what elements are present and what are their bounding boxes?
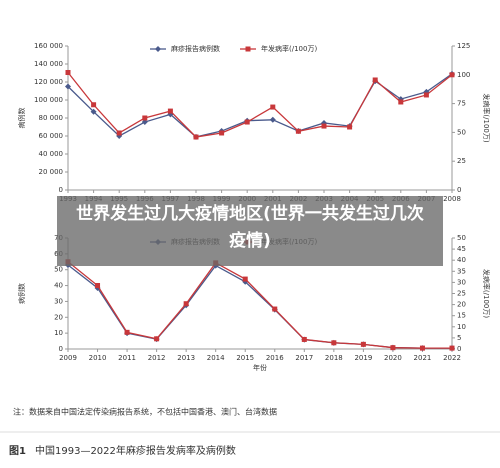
x-tick-label: 2017	[295, 354, 313, 362]
y-tick-label: 0	[59, 345, 63, 353]
y2-tick-label: 20	[457, 301, 466, 309]
data-point	[295, 128, 301, 134]
x-tick-label: 2011	[118, 354, 136, 362]
x-tick-label: 2008	[443, 195, 461, 203]
legend-marker	[155, 46, 161, 52]
data-point	[154, 336, 160, 342]
y2-tick-label: 25	[457, 157, 466, 165]
y-tick-label: 120 000	[34, 78, 63, 86]
y2-tick-label: 45	[457, 245, 466, 253]
data-point	[193, 134, 199, 140]
x-tick-label: 2009	[59, 354, 77, 362]
banner-title: 世界发生过几大疫情地区(世界一共发生过几次疫情)	[76, 204, 424, 251]
y2-axis-label: 发病率(/100万)	[482, 269, 491, 318]
data-point	[95, 283, 101, 289]
series-line	[67, 264, 452, 349]
data-point	[372, 77, 378, 83]
y2-tick-label: 5	[457, 334, 461, 342]
data-point	[331, 340, 337, 346]
data-point	[321, 123, 327, 129]
note: 注：数据来自中国法定传染病报告系统，不包括中国香港、澳门、台湾数据	[13, 407, 277, 417]
data-point	[242, 276, 248, 282]
y2-tick-label: 100	[457, 71, 470, 79]
legend-label: 年发病率(/100万)	[261, 44, 317, 53]
y-tick-label: 30	[54, 297, 63, 305]
data-point	[90, 108, 97, 115]
data-point	[65, 69, 71, 75]
y-axis-label: 病例数	[17, 283, 26, 304]
y2-tick-label: 125	[457, 42, 470, 50]
data-point	[183, 301, 189, 307]
x-tick-label: 2013	[177, 354, 195, 362]
y2-tick-label: 0	[457, 186, 461, 194]
data-point	[449, 345, 455, 351]
data-point	[91, 102, 97, 108]
y-axis-label: 病例数	[17, 108, 26, 129]
data-point	[65, 83, 71, 90]
data-point	[398, 99, 404, 105]
data-point	[272, 306, 278, 312]
series-line	[67, 72, 453, 138]
x-tick-label: 2015	[236, 354, 254, 362]
y2-axis-label: 发病率(/100万)	[482, 93, 491, 142]
data-point	[244, 119, 250, 125]
x-tick-label: 2021	[414, 354, 432, 362]
x-tick-label: 2019	[354, 354, 372, 362]
y2-tick-label: 75	[457, 100, 466, 108]
data-point	[360, 341, 366, 347]
y-tick-label: 140 000	[34, 60, 63, 68]
y-tick-label: 100 000	[34, 96, 63, 104]
legend-marker	[245, 46, 251, 52]
x-tick-label: 2010	[89, 354, 107, 362]
x-tick-label: 2022	[443, 354, 461, 362]
x-axis-label: 年份	[253, 363, 267, 372]
x-tick-label: 2014	[207, 354, 225, 362]
y2-tick-label: 25	[457, 290, 466, 298]
series-line	[67, 261, 452, 349]
data-point	[269, 116, 276, 123]
y2-tick-label: 0	[457, 345, 461, 353]
data-point	[419, 345, 425, 351]
y-tick-label: 40	[54, 282, 63, 290]
figure-label: 图1	[9, 445, 26, 457]
x-tick-label: 2016	[266, 354, 284, 362]
banner	[57, 196, 443, 266]
data-point	[449, 72, 455, 78]
data-point	[347, 124, 353, 130]
data-point	[390, 345, 396, 351]
x-tick-label: 2012	[148, 354, 166, 362]
legend-label: 麻疹报告病例数	[171, 44, 220, 53]
data-point	[141, 119, 148, 126]
y-tick-label: 10	[54, 329, 63, 337]
data-point	[124, 329, 130, 335]
data-point	[116, 130, 122, 136]
y-tick-label: 160 000	[34, 42, 63, 50]
figure-caption: 中国1993—2022年麻疹报告发病率及病例数	[35, 444, 236, 457]
y-tick-label: 0	[59, 186, 63, 194]
y2-tick-label: 15	[457, 312, 466, 320]
y-tick-label: 20 000	[39, 168, 64, 176]
y-tick-label: 60 000	[39, 132, 64, 140]
y2-tick-label: 50	[457, 128, 466, 136]
y-tick-label: 40 000	[39, 150, 64, 158]
data-point	[270, 104, 276, 110]
y2-tick-label: 30	[457, 278, 466, 286]
y-tick-label: 50	[54, 266, 63, 274]
y2-tick-label: 40	[457, 256, 466, 264]
y2-tick-label: 10	[457, 323, 466, 331]
y2-tick-label: 50	[457, 234, 466, 242]
data-point	[301, 336, 307, 342]
y2-tick-label: 35	[457, 267, 466, 275]
y-tick-label: 20	[54, 313, 63, 321]
x-tick-label: 2018	[325, 354, 343, 362]
y-tick-label: 80 000	[39, 114, 64, 122]
x-tick-label: 2020	[384, 354, 402, 362]
data-point	[423, 92, 429, 98]
data-point	[219, 130, 225, 136]
series-line	[67, 73, 453, 138]
data-point	[167, 108, 173, 114]
data-point	[142, 115, 148, 121]
